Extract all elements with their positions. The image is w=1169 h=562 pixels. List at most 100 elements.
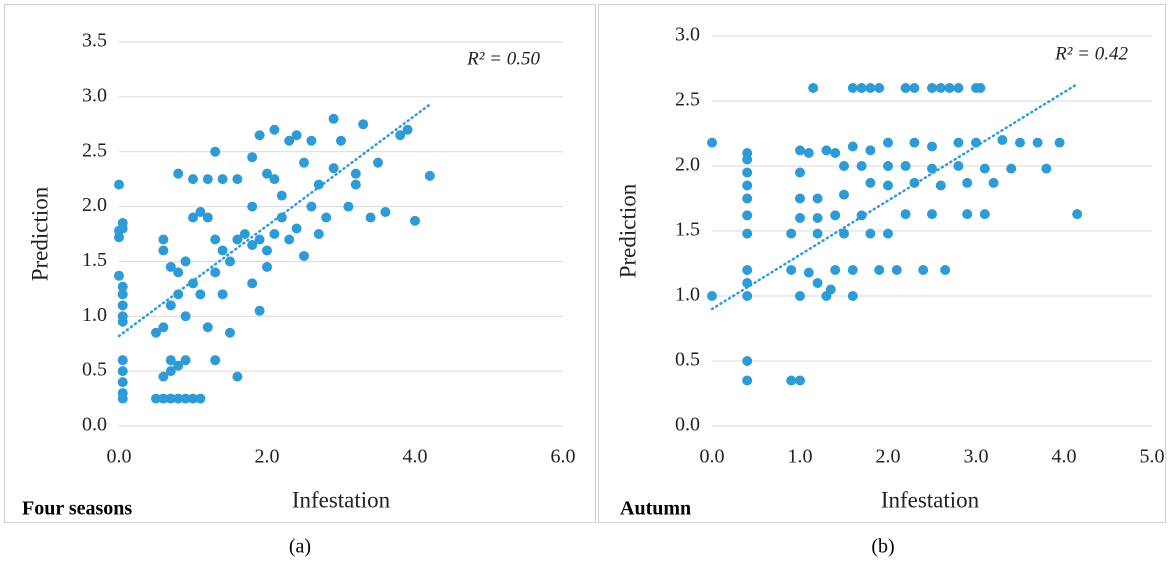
point xyxy=(979,209,990,220)
point xyxy=(202,212,213,223)
point xyxy=(284,135,295,146)
point xyxy=(395,130,406,141)
point xyxy=(1032,137,1043,148)
point xyxy=(1041,163,1052,174)
point xyxy=(114,179,124,190)
point xyxy=(306,201,317,212)
point xyxy=(839,161,849,171)
point xyxy=(117,281,128,292)
point xyxy=(786,375,797,386)
point xyxy=(232,371,243,382)
y-tick-label: 2.5 xyxy=(82,139,107,161)
point xyxy=(795,291,805,301)
panel-border xyxy=(598,4,1166,523)
point xyxy=(380,207,391,218)
point xyxy=(350,179,361,190)
point xyxy=(742,356,753,366)
y-axis-title: Prediction xyxy=(615,183,640,278)
point xyxy=(247,278,258,289)
point xyxy=(343,201,354,212)
x-axis-title: Infestation xyxy=(292,487,391,512)
point xyxy=(117,218,128,229)
point xyxy=(114,270,124,281)
point xyxy=(830,148,841,158)
point xyxy=(117,300,128,311)
point xyxy=(742,375,753,386)
point xyxy=(195,393,206,404)
point xyxy=(173,393,184,404)
point xyxy=(269,124,280,135)
trendline xyxy=(117,103,432,338)
point xyxy=(847,83,858,93)
panel-border xyxy=(4,4,596,523)
point xyxy=(173,360,184,371)
point xyxy=(962,209,973,220)
point xyxy=(291,130,302,141)
point xyxy=(424,170,435,181)
point xyxy=(927,163,937,174)
point xyxy=(217,245,228,256)
panel-label: Autumn xyxy=(620,498,691,520)
point xyxy=(195,207,206,218)
point xyxy=(254,305,265,316)
point xyxy=(402,124,413,135)
x-tick-label: 6.0 xyxy=(551,446,576,468)
x-tick-label: 4.0 xyxy=(1052,446,1077,468)
point xyxy=(927,209,937,220)
point xyxy=(742,180,753,191)
point xyxy=(795,375,805,386)
point xyxy=(217,289,228,300)
x-tick-label: 3.0 xyxy=(964,446,989,468)
point xyxy=(210,234,221,245)
point xyxy=(847,265,858,275)
point xyxy=(247,152,258,163)
point xyxy=(874,265,885,275)
y-tick-label: 3.0 xyxy=(675,24,700,46)
point xyxy=(165,366,176,377)
point xyxy=(953,161,964,171)
point xyxy=(795,167,805,178)
point xyxy=(321,212,332,223)
point xyxy=(953,137,964,148)
point xyxy=(865,177,876,188)
y-tick-label: 1.5 xyxy=(82,249,107,271)
point xyxy=(742,154,753,165)
point xyxy=(306,135,317,146)
point xyxy=(786,265,797,275)
y-tick-label: 2.5 xyxy=(675,89,700,111)
point xyxy=(247,239,258,250)
point xyxy=(225,327,235,338)
point xyxy=(232,234,243,245)
point xyxy=(821,145,832,156)
y-tick-label: 3.5 xyxy=(82,30,107,52)
point xyxy=(117,377,128,388)
point xyxy=(336,135,346,146)
point xyxy=(847,141,858,152)
point xyxy=(900,209,911,220)
point xyxy=(883,137,893,148)
point xyxy=(165,300,176,311)
point xyxy=(786,228,797,239)
point xyxy=(808,83,819,93)
point xyxy=(707,291,717,301)
point xyxy=(328,113,339,124)
point xyxy=(742,193,753,204)
point xyxy=(927,83,937,93)
point xyxy=(839,189,849,200)
x-tick-label: 0.0 xyxy=(107,446,132,468)
point xyxy=(180,256,191,267)
point xyxy=(803,148,814,158)
point xyxy=(225,256,235,267)
r2-annotation: R² = 0.42 xyxy=(1054,43,1128,64)
trendline xyxy=(710,82,1079,311)
point xyxy=(795,193,805,204)
x-tick-label: 1.0 xyxy=(788,446,813,468)
point xyxy=(918,265,929,275)
point xyxy=(365,212,376,223)
point xyxy=(935,83,946,93)
point xyxy=(865,83,876,93)
y-tick-label: 0.0 xyxy=(675,414,700,436)
point xyxy=(313,179,324,190)
y-tick-label: 0.5 xyxy=(675,349,700,371)
point xyxy=(812,213,823,223)
